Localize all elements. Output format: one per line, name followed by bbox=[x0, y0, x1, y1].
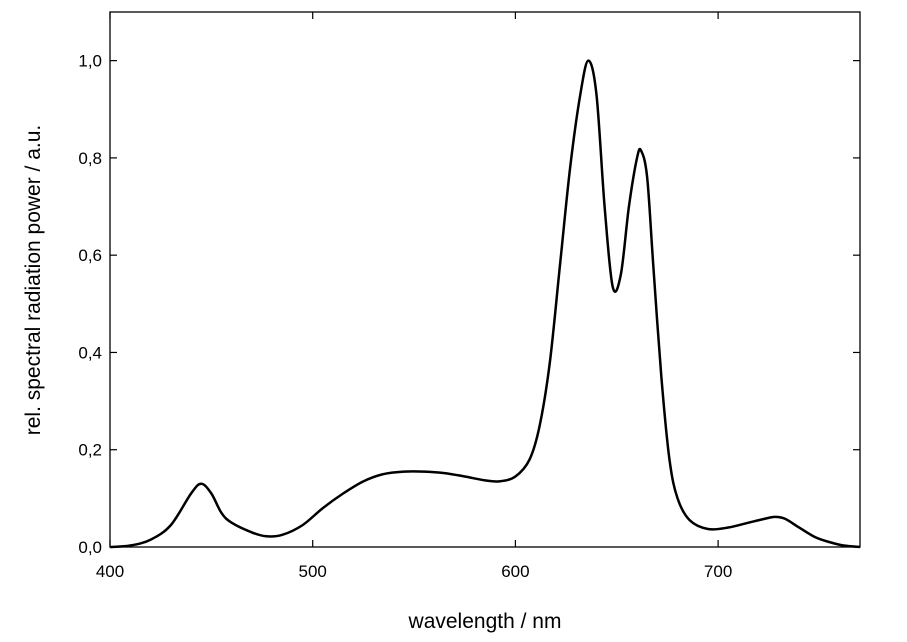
spectrum-line bbox=[109, 59, 861, 549]
y-tick-label: 0,0 bbox=[78, 538, 102, 557]
x-tick-label: 400 bbox=[96, 562, 124, 581]
y-tick-label: 1,0 bbox=[78, 52, 102, 71]
x-axis-label: wavelength / nm bbox=[408, 610, 562, 633]
y-axis-label: rel. spectral radiation power / a.u. bbox=[22, 125, 45, 436]
y-tick-label: 0,8 bbox=[78, 149, 102, 168]
x-tick-label: 600 bbox=[501, 562, 529, 581]
x-tick-label: 500 bbox=[299, 562, 327, 581]
y-tick-label: 0,2 bbox=[78, 441, 102, 460]
y-tick-label: 0,6 bbox=[78, 246, 102, 265]
y-tick-label: 0,4 bbox=[78, 343, 102, 362]
x-tick-label: 700 bbox=[704, 562, 732, 581]
plot-frame bbox=[109, 11, 861, 548]
